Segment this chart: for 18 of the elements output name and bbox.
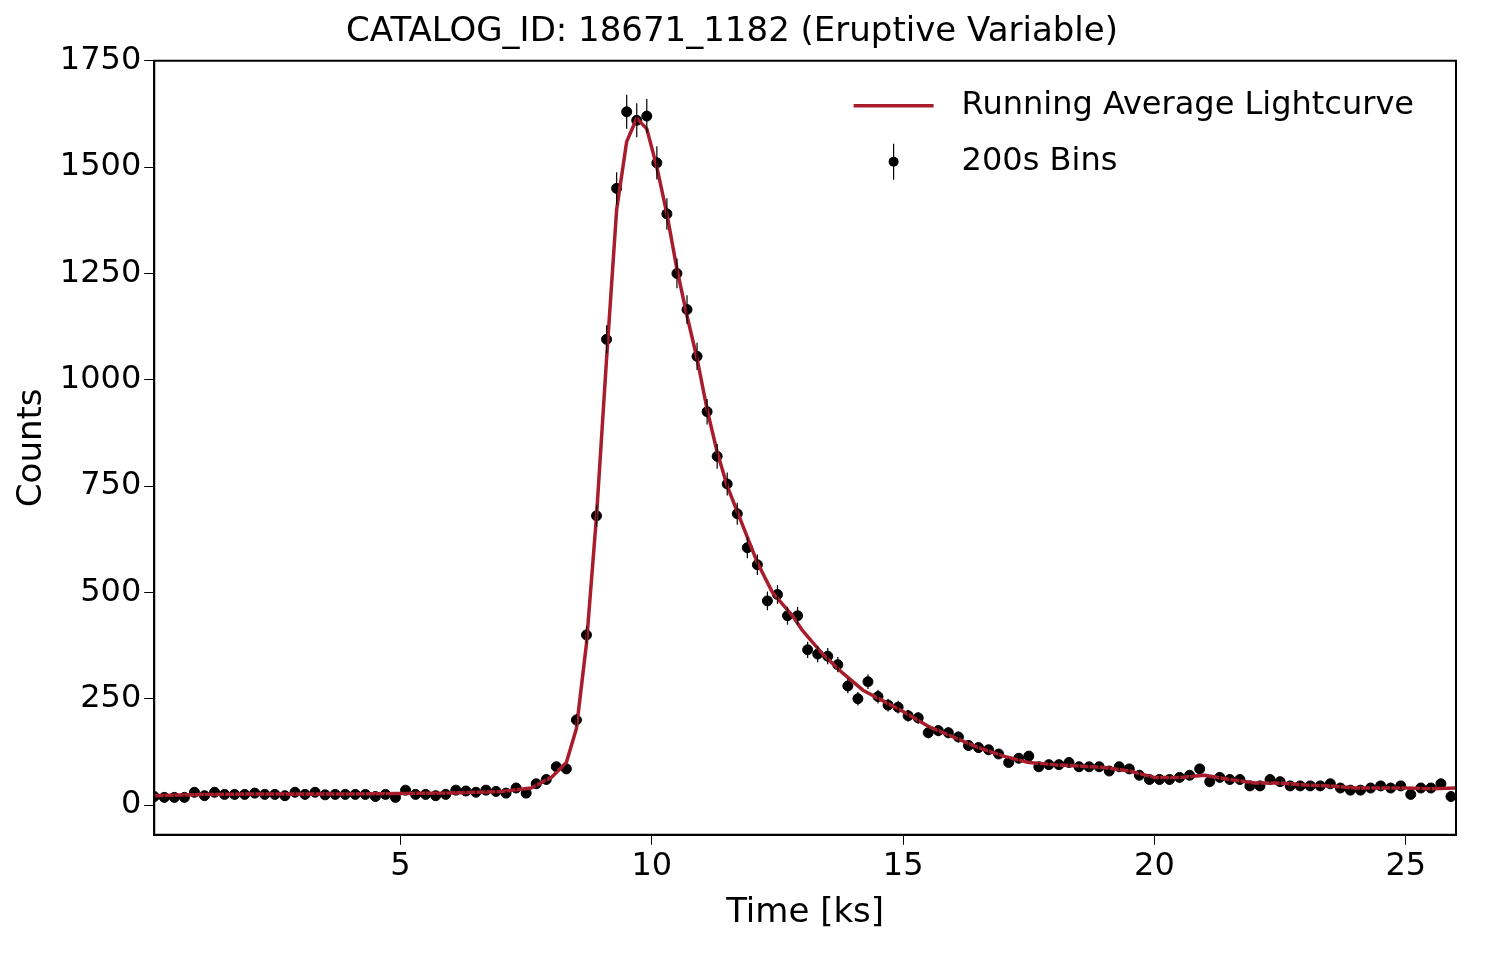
y-tick-label: 1000: [59, 358, 142, 397]
y-axis-title: Counts: [9, 388, 50, 508]
chart-title: CATALOG_ID: 18671_1182 (Eruptive Variable): [346, 9, 1118, 50]
x-tick-label: 15: [882, 845, 924, 884]
x-tick-label: 25: [1385, 845, 1427, 884]
x-tick-label: 5: [390, 845, 411, 884]
y-tick-label: 250: [80, 677, 142, 716]
y-tick-label: 1750: [59, 39, 142, 78]
y-tick-label: 500: [80, 570, 142, 609]
y-tick-label: 0: [120, 783, 142, 822]
y-tick-label: 1250: [59, 251, 142, 290]
legend-label: 200s Bins: [961, 140, 1118, 179]
x-tick-label: 10: [631, 845, 673, 884]
y-tick-label: 1500: [59, 145, 142, 184]
legend-label: Running Average Lightcurve: [961, 84, 1414, 123]
x-tick-label: 20: [1134, 845, 1175, 884]
y-tick-label: 750: [80, 464, 142, 503]
x-axis-title: Time [ks]: [725, 890, 885, 931]
